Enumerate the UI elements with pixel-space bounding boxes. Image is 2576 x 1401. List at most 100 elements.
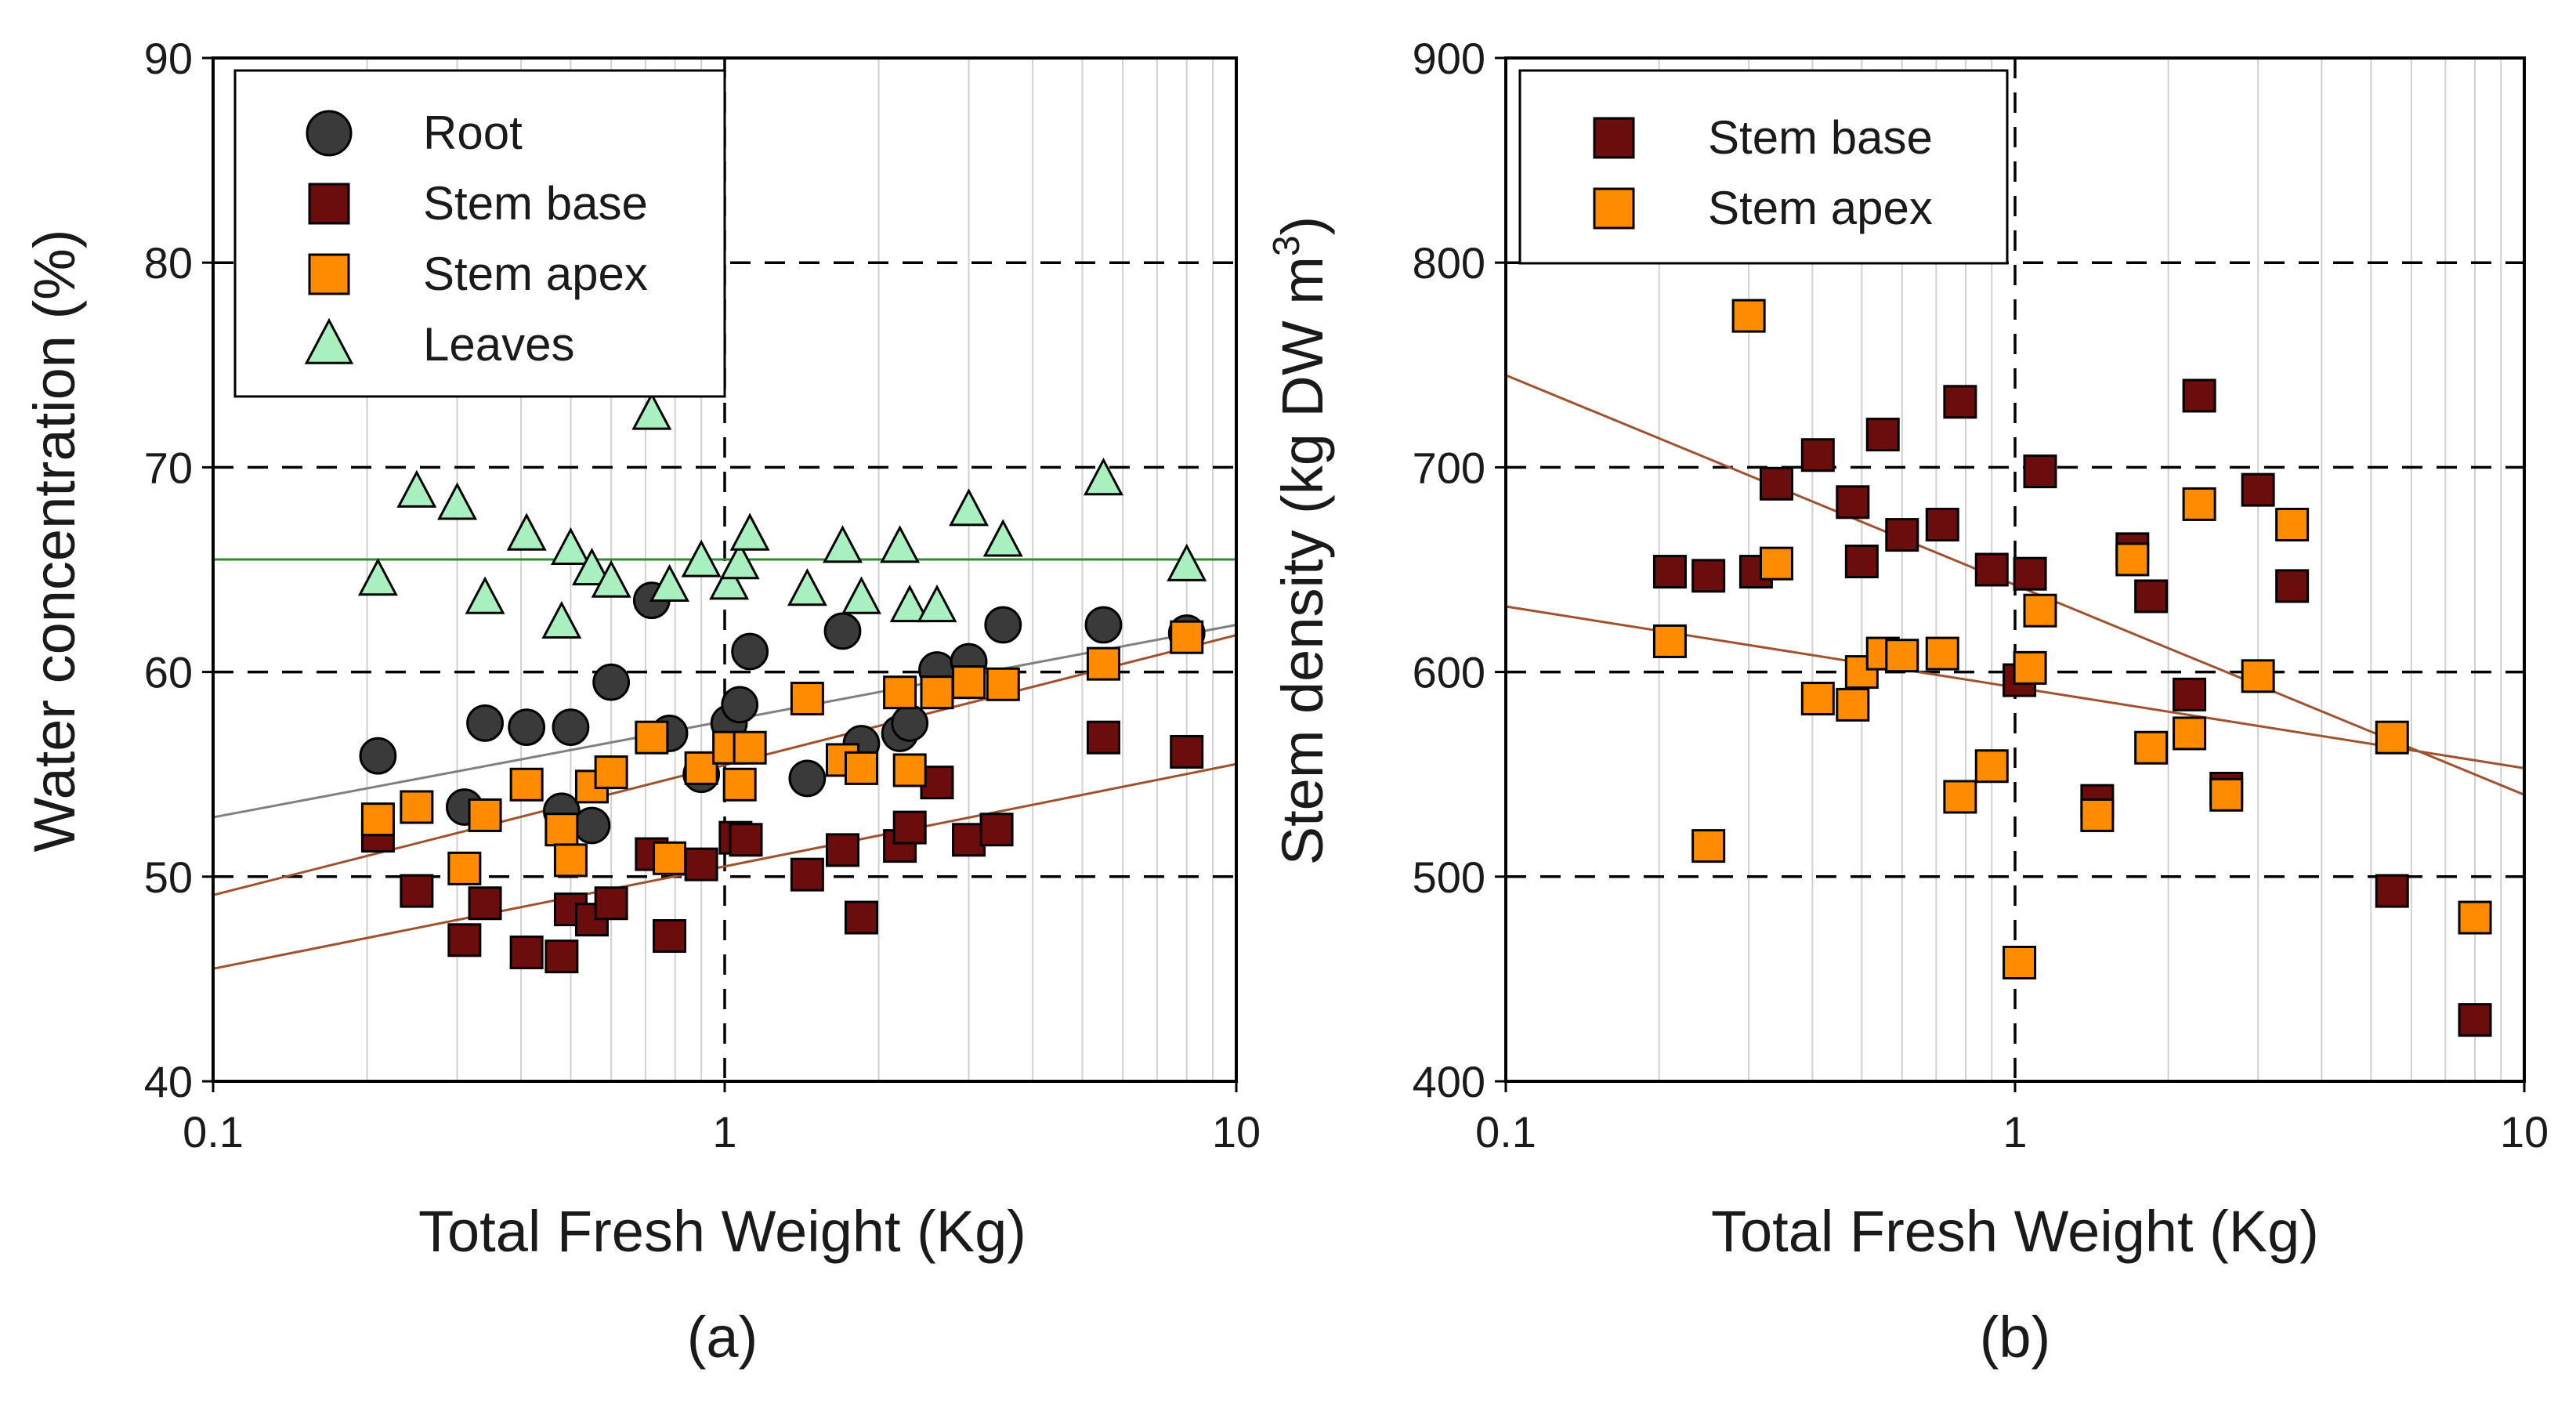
leaves-point	[465, 576, 505, 614]
leaves-point	[591, 559, 631, 598]
root-point	[823, 612, 862, 650]
legend-label-stem-apex: Stem apex	[423, 248, 648, 300]
stem-base-point	[1885, 518, 1919, 552]
leaves-point	[841, 576, 881, 614]
root-point	[788, 759, 827, 798]
stem-apex-point	[653, 841, 687, 875]
stem-base-point	[2173, 677, 2207, 711]
stem-apex-point	[545, 813, 579, 847]
legend-marker-stem-base	[308, 183, 350, 225]
x-tick-label: 0.1	[183, 1107, 244, 1157]
stem-base-point	[447, 923, 482, 958]
x-tick-label: 0.1	[1475, 1107, 1536, 1157]
leaves-point	[1083, 458, 1123, 496]
leaves-point	[1167, 543, 1207, 581]
leaves-point	[631, 392, 672, 430]
root-point	[359, 737, 397, 775]
stem-base-point	[509, 935, 544, 969]
stem-base-point	[594, 886, 628, 921]
series-stem-base	[1652, 378, 2492, 1037]
stem-base-point	[1800, 438, 1835, 472]
stem-apex-point	[952, 665, 986, 700]
panel-b-y-axis-title-superscript: 3	[1266, 235, 1308, 256]
panel-b-y-axis-title: Stem density (kg DW m3)	[1266, 216, 1335, 866]
legend-marker-stem-apex	[1593, 187, 1635, 230]
leaves-point	[889, 584, 930, 623]
stem-base-point	[545, 939, 579, 974]
leaves-point	[729, 512, 770, 551]
stem-apex-point	[892, 753, 927, 787]
y-tick-label: 500	[1413, 853, 1485, 902]
leaves-point	[709, 562, 750, 600]
stem-base-point	[952, 823, 986, 857]
stem-base-point	[2013, 556, 2047, 591]
stem-base-point	[684, 847, 718, 882]
stem-apex-point	[447, 851, 482, 885]
stem-base-point	[1759, 466, 1793, 501]
stem-apex-point	[790, 682, 824, 716]
legend-marker-stem-apex	[308, 253, 350, 295]
leaves-point	[917, 584, 957, 623]
stem-apex-point	[920, 675, 954, 710]
stem-apex-point	[2080, 798, 2115, 832]
stem-base-point	[892, 810, 927, 845]
leaves-point	[681, 539, 722, 577]
series-stem-base	[360, 720, 1204, 974]
stem-apex-point	[2023, 593, 2057, 628]
leaves-point	[357, 558, 398, 596]
stem-base-point	[1865, 418, 1900, 452]
root-point	[1084, 606, 1123, 644]
panel-b-y-axis-title-main: Stem density (kg DW m	[1270, 256, 1335, 865]
stem-base-point	[1974, 552, 2009, 587]
y-tick-label: 800	[1413, 238, 1485, 288]
stem-apex-point	[2013, 650, 2047, 685]
x-tick-label: 1	[712, 1107, 736, 1157]
stem-base-point	[2023, 454, 2057, 489]
leaves-point	[541, 600, 582, 639]
panel-b-data-points	[1652, 299, 2492, 1037]
panel-b-legend-box	[1518, 69, 2009, 265]
stem-apex-point	[1925, 636, 1959, 671]
panel-a-legend: Root Stem base Stem apex Leaves	[233, 69, 726, 398]
leaves-point	[396, 469, 437, 508]
stem-apex-point	[1086, 646, 1120, 681]
panel-b-x-axis-title: Total Fresh Weight (Kg)	[1711, 1199, 2319, 1264]
panel-b-tick-labels: 400 500 600 700 800 900 0.1 1 10	[1413, 34, 2549, 1157]
y-tick-label: 70	[144, 443, 193, 492]
stem-base-point	[1086, 720, 1120, 755]
stem-base-point	[825, 833, 859, 867]
y-tick-label: 50	[144, 853, 193, 902]
stem-apex-point	[509, 767, 544, 802]
panel-b-label: (b)	[1980, 1305, 2050, 1370]
y-tick-label: 400	[1413, 1057, 1485, 1106]
stem-apex-point	[1759, 546, 1793, 581]
legend-label-stem-base: Stem base	[1708, 111, 1933, 164]
stem-base-point	[1652, 555, 1687, 589]
y-tick-label: 80	[144, 238, 193, 288]
stem-apex-point	[2003, 946, 2037, 980]
stem-apex-point	[2241, 659, 2275, 693]
stem-apex-point	[2115, 542, 2150, 577]
stem-base-point	[790, 857, 824, 892]
stem-apex-point	[1974, 749, 2009, 784]
stem-base-point	[1925, 508, 1959, 542]
panel-a-data-points	[357, 392, 1207, 974]
leaves-point	[437, 482, 478, 520]
legend-label-root: Root	[423, 107, 523, 159]
stem-apex-point	[733, 730, 767, 765]
stem-apex-point	[844, 751, 878, 785]
root-point	[984, 606, 1022, 644]
y-tick-label: 60	[144, 648, 193, 697]
root-point	[573, 806, 611, 845]
root-point	[552, 708, 590, 747]
legend-label-stem-apex: Stem apex	[1708, 182, 1933, 234]
panel-a-label: (a)	[687, 1305, 758, 1370]
root-point	[466, 704, 504, 742]
series-stem-apex	[360, 620, 1204, 885]
y-tick-label: 600	[1413, 648, 1485, 697]
root-point	[592, 663, 631, 701]
x-tick-label: 10	[1212, 1107, 1261, 1157]
y-tick-label: 700	[1413, 443, 1485, 492]
root-point	[721, 686, 759, 724]
